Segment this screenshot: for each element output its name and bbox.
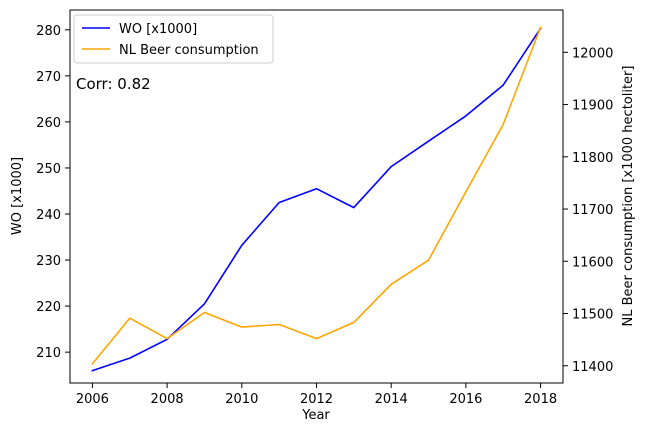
y-right-tick-label: 11600 <box>572 255 613 270</box>
plot-frame <box>69 9 564 384</box>
y-right-tick-label: 11400 <box>572 360 613 375</box>
y-right-tick-label: 11700 <box>572 203 613 218</box>
x-tick-label: 2018 <box>524 392 557 407</box>
legend-box <box>73 14 274 64</box>
series-layer <box>91 26 542 372</box>
y-left-tick-label: 240 <box>36 208 61 223</box>
y-right-tick-label: 12000 <box>572 46 613 61</box>
series-line-wo <box>91 27 542 372</box>
y-right-axis-ticks: 11400 11500 11600 11700 11800 11900 12000 <box>563 46 613 375</box>
y-left-tick-label: 230 <box>36 254 61 269</box>
y-right-tick-label: 11500 <box>572 308 613 323</box>
x-tick-label: 2012 <box>300 392 333 407</box>
y-right-tick-label: 11900 <box>572 99 613 114</box>
y-right-tick-label: 11800 <box>572 151 613 166</box>
x-axis-label: Year <box>301 408 330 423</box>
y-left-tick-label: 260 <box>36 116 61 131</box>
x-tick-label: 2008 <box>151 392 184 407</box>
y-left-tick-label: 250 <box>36 162 61 177</box>
y-left-tick-label: 270 <box>36 70 61 85</box>
x-tick-label: 2014 <box>375 392 408 407</box>
y-left-tick-label: 280 <box>36 24 61 39</box>
y-left-axis-label: WO [x1000] <box>10 157 25 235</box>
y-left-tick-label: 220 <box>36 300 61 315</box>
correlation-annotation: Corr: 0.82 <box>76 75 151 93</box>
y-left-axis-ticks: 210 220 230 240 250 260 270 280 <box>36 24 70 361</box>
x-tick-label: 2016 <box>449 392 482 407</box>
series-line-beer <box>91 26 542 365</box>
y-left-tick-label: 210 <box>36 346 61 361</box>
legend: WO [x1000] NL Beer consumption <box>73 14 274 64</box>
x-tick-label: 2010 <box>225 392 258 407</box>
y-right-axis-label: NL Beer consumption [x1000 hectoliter] <box>621 66 636 327</box>
x-axis-ticks: 2006 2008 2010 2012 2014 2016 2018 <box>76 383 557 407</box>
legend-label-beer: NL Beer consumption <box>119 43 259 58</box>
x-tick-label: 2006 <box>76 392 109 407</box>
legend-label-wo: WO [x1000] <box>119 22 197 37</box>
